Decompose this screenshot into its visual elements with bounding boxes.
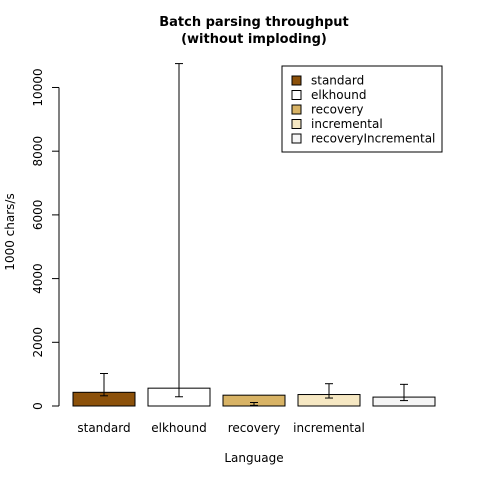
legend-box [281, 65, 443, 153]
y-tick-label: 6000 [31, 200, 45, 231]
y-tick-label: 0 [31, 402, 45, 410]
y-tick-label: 8000 [31, 136, 45, 167]
y-tick-label: 2000 [31, 327, 45, 358]
legend-swatch [291, 75, 302, 86]
error-bars [100, 63, 408, 406]
x-tick-label: recovery [228, 421, 281, 435]
bar [222, 394, 286, 407]
legend-swatch [291, 90, 302, 100]
y-axis: 0 2000 4000 6000 8000 10000 [31, 68, 60, 410]
y-tick-label: 10000 [31, 68, 45, 106]
legend-entry: standard [311, 74, 364, 88]
legend-entry: recovery [311, 103, 364, 117]
chart-title-line-1: Batch parsing throughput [159, 15, 349, 30]
x-tick-labels: standard elkhound recovery incremental [77, 421, 364, 435]
legend-entry: recoveryIncremental [311, 132, 435, 146]
x-axis-label: Language [224, 451, 283, 465]
legend-entry: incremental [311, 117, 383, 131]
legend: standardelkhoundrecoveryincrementalrecov… [281, 65, 443, 153]
x-tick-label: standard [77, 421, 130, 435]
legend-swatch [291, 119, 302, 129]
legend-swatch [291, 104, 302, 115]
y-tick-label: 4000 [31, 263, 45, 294]
x-tick-label: incremental [293, 421, 365, 435]
chart-title-line-2: (without imploding) [181, 32, 327, 47]
legend-swatch [291, 133, 302, 144]
legend-entry: elkhound [311, 88, 366, 102]
x-tick-label: elkhound [151, 421, 206, 435]
y-axis-label: 1000 chars/s [3, 193, 17, 270]
